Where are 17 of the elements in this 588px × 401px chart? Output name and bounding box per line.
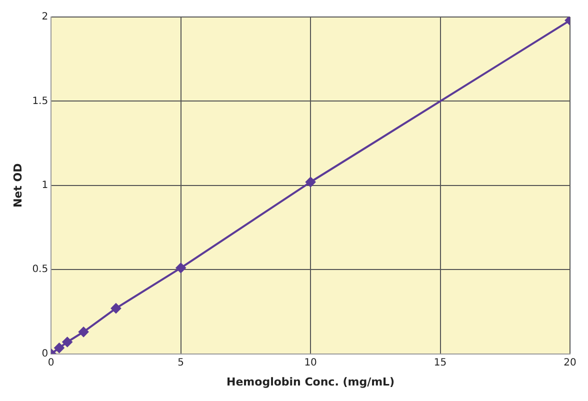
y-tick-label: 0 (42, 348, 48, 360)
point (54, 342, 64, 353)
y-tick-label: 0.5 (32, 264, 48, 276)
x-tick-label: 10 (304, 357, 317, 368)
point (176, 262, 186, 273)
y-tick-label: 1 (42, 180, 48, 191)
y-axis-title: Net OD (11, 163, 24, 208)
x-tick-label: 5 (178, 357, 184, 368)
point (306, 177, 316, 188)
x-axis-title: Hemoglobin Conc. (mg/mL) (226, 375, 395, 388)
x-tick-label: 20 (564, 357, 576, 368)
y-tick-label: 2 (42, 12, 48, 23)
point (78, 326, 89, 337)
y-tick-label: 1.5 (32, 96, 48, 107)
x-tick-label: 15 (434, 357, 447, 368)
point (62, 337, 72, 348)
point (110, 303, 121, 314)
